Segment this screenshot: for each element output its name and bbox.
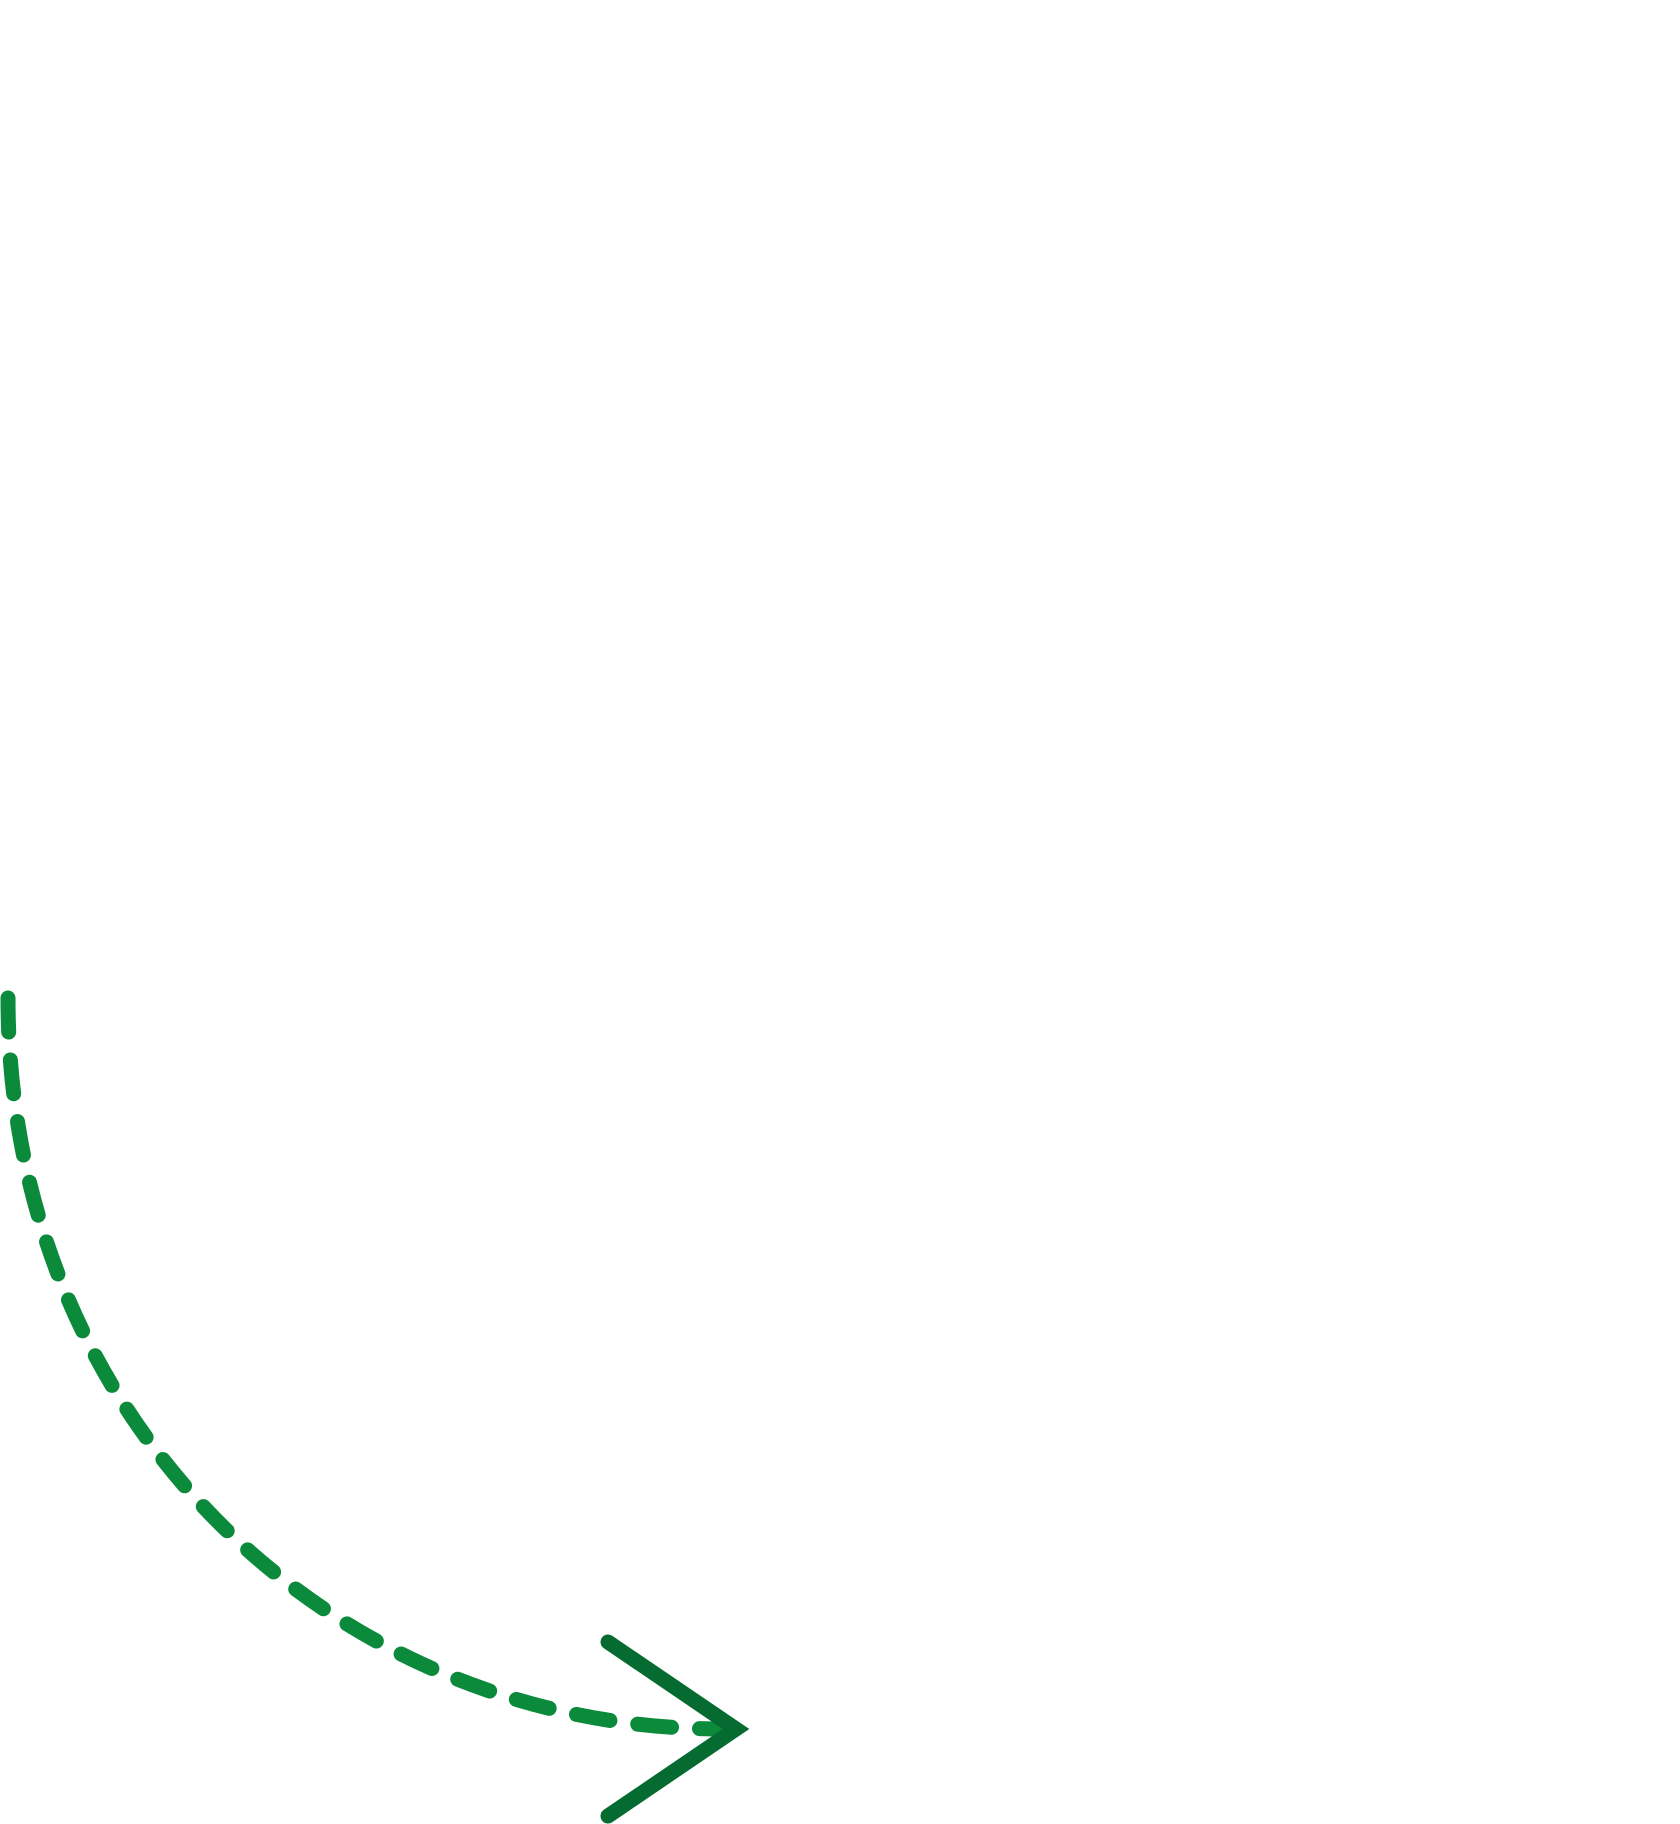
- arrow-head: [600, 1634, 750, 1824]
- dashed-curve: [0, 990, 730, 1737]
